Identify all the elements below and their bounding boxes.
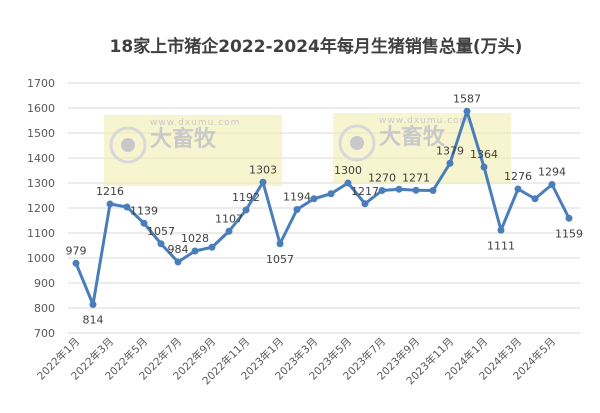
watermark-logo-icon bbox=[338, 124, 376, 162]
data-point bbox=[259, 178, 267, 186]
data-point bbox=[429, 187, 437, 194]
data-point bbox=[72, 259, 80, 267]
data-point bbox=[497, 226, 505, 234]
watermark-brand: 大畜牧 bbox=[150, 126, 217, 152]
data-label: 984 bbox=[168, 243, 189, 256]
data-point bbox=[123, 203, 131, 211]
data-point bbox=[310, 195, 318, 203]
data-label: 1364 bbox=[470, 148, 498, 161]
data-point bbox=[463, 107, 471, 115]
series-line bbox=[74, 109, 571, 306]
data-point bbox=[174, 258, 182, 266]
data-point bbox=[225, 227, 233, 235]
data-point bbox=[276, 240, 284, 248]
y-tick-label: 1500 bbox=[27, 127, 55, 140]
y-tick-label: 700 bbox=[34, 327, 55, 340]
data-point bbox=[157, 240, 165, 248]
watermark-url: www.dxumu.com bbox=[379, 116, 469, 126]
y-tick-label: 1400 bbox=[27, 152, 55, 165]
data-label: 1111 bbox=[487, 239, 515, 252]
data-point bbox=[327, 190, 335, 198]
watermark-logo-eye-icon bbox=[350, 136, 364, 150]
data-point bbox=[514, 185, 522, 193]
data-label: 1107 bbox=[215, 212, 243, 225]
data-point bbox=[344, 179, 352, 187]
data-point bbox=[565, 214, 573, 222]
data-label: 1270 bbox=[368, 172, 396, 185]
data-point bbox=[378, 187, 386, 194]
data-point bbox=[293, 206, 301, 213]
data-label: 1057 bbox=[266, 253, 294, 266]
data-label: 1028 bbox=[181, 232, 209, 245]
data-point bbox=[531, 195, 539, 203]
y-tick-label: 1200 bbox=[27, 202, 55, 215]
watermark-box bbox=[333, 113, 511, 184]
data-point bbox=[106, 200, 114, 208]
y-tick-label: 1000 bbox=[27, 252, 55, 265]
data-label: 1379 bbox=[436, 144, 464, 157]
data-label: 1159 bbox=[555, 227, 583, 240]
y-tick-label: 800 bbox=[34, 302, 55, 315]
data-label: 1300 bbox=[334, 164, 362, 177]
y-axis: 700 800 900 1000 1100 1200 1300 1400 1500 1600 170… bbox=[27, 77, 55, 340]
y-tick-label: 1700 bbox=[27, 77, 55, 90]
data-point bbox=[548, 181, 556, 188]
x-axis: 2022年1月2022年3月2022年5月2022年7月2022年9月2022年… bbox=[34, 335, 558, 387]
data-point bbox=[89, 301, 97, 308]
data-label: 1139 bbox=[130, 204, 158, 217]
data-point bbox=[480, 163, 488, 171]
data-label: 814 bbox=[83, 314, 104, 327]
data-label: 1587 bbox=[453, 92, 481, 105]
data-label: 1271 bbox=[402, 171, 430, 184]
data-point bbox=[412, 186, 420, 194]
data-point bbox=[361, 200, 369, 208]
data-label: 979 bbox=[66, 244, 87, 257]
watermark-url: www.dxumu.com bbox=[150, 118, 240, 128]
data-label: 1216 bbox=[96, 185, 124, 198]
data-label: 1194 bbox=[283, 191, 311, 204]
data-label: 1294 bbox=[538, 166, 566, 179]
watermark-logo-icon bbox=[109, 126, 147, 164]
watermark-logo-eye-icon bbox=[121, 138, 135, 152]
data-point bbox=[191, 247, 199, 255]
data-point bbox=[208, 243, 216, 251]
y-tick-label: 1300 bbox=[27, 177, 55, 190]
watermark-box bbox=[104, 115, 282, 186]
watermark-brand: 大畜牧 bbox=[379, 124, 446, 150]
y-tick-label: 900 bbox=[34, 277, 55, 290]
data-label: 1276 bbox=[504, 170, 532, 183]
data-point bbox=[242, 206, 250, 214]
chart-title: 18家上市猪企2022-2024年每月生猪销售总量(万头) bbox=[110, 36, 523, 57]
series bbox=[72, 107, 573, 308]
y-tick-label: 1100 bbox=[27, 227, 55, 240]
data-label: 1303 bbox=[249, 163, 277, 176]
data-point bbox=[140, 219, 148, 227]
data-label: 1057 bbox=[147, 225, 175, 238]
data-label: 1217 bbox=[351, 185, 379, 198]
data-label: 1192 bbox=[232, 191, 260, 204]
data-point bbox=[446, 159, 454, 167]
data-point bbox=[395, 185, 403, 193]
y-tick-label: 1600 bbox=[27, 102, 55, 115]
